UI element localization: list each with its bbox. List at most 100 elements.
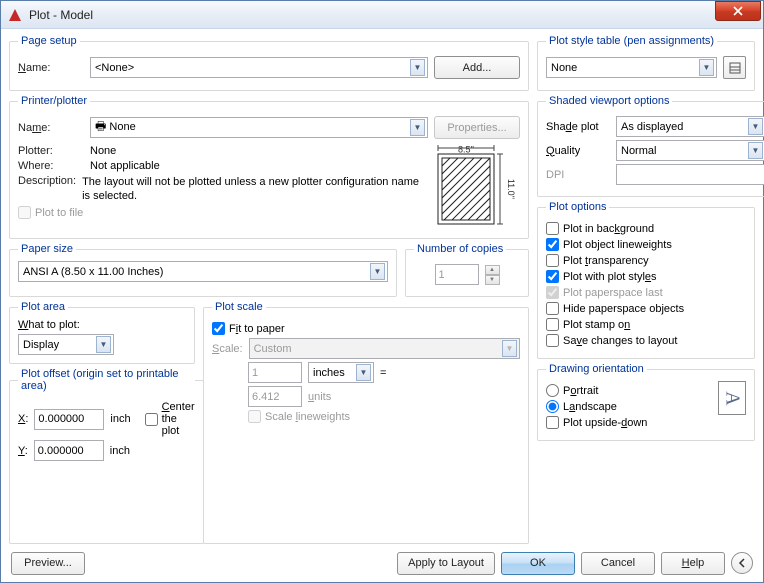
close-button[interactable] xyxy=(715,1,761,21)
printer-group: Printer/plotter Name: 🖶 None ▼ Propertie… xyxy=(9,95,529,239)
opt-hide-checkbox[interactable]: Hide paperspace objects xyxy=(546,302,684,315)
where-value: Not applicable xyxy=(90,160,160,172)
styletable-group: Plot style table (pen assignments) None … xyxy=(537,35,755,91)
printer-legend: Printer/plotter xyxy=(18,95,90,107)
plot-options-group: Plot options Plot in background Plot obj… xyxy=(537,201,755,359)
chevron-down-icon: ▼ xyxy=(370,263,385,280)
copies-group: Number of copies ▲ ▼ xyxy=(405,243,529,297)
scale-legend: Plot scale xyxy=(212,301,266,313)
scale-bottom-input[interactable] xyxy=(248,386,302,407)
paper-size-value: ANSI A (8.50 x 11.00 Inches) xyxy=(23,266,163,278)
offset-y-input[interactable] xyxy=(34,440,104,461)
svg-text:11.0'': 11.0'' xyxy=(506,179,516,200)
chevron-down-icon: ▼ xyxy=(410,59,425,76)
chevron-down-icon: ▼ xyxy=(96,336,111,353)
upside-down-checkbox[interactable]: Plot upside-down xyxy=(546,416,647,429)
titlebar[interactable]: Plot - Model xyxy=(1,1,763,29)
offset-x-unit: inch xyxy=(110,413,130,425)
chevron-down-icon: ▼ xyxy=(502,340,517,357)
chevron-down-icon: ▼ xyxy=(748,142,763,159)
chevron-down-icon: ▼ xyxy=(699,59,714,76)
plot-to-file-checkbox[interactable]: Plot to file xyxy=(18,206,83,219)
shade-plot-label: Shade plot xyxy=(546,121,610,133)
quality-combo[interactable]: Normal▼ xyxy=(616,140,764,161)
window-title: Plot - Model xyxy=(29,8,93,22)
copies-legend: Number of copies xyxy=(414,243,506,255)
styletable-combo[interactable]: None ▼ xyxy=(546,57,717,78)
what-to-plot-combo[interactable]: Display ▼ xyxy=(18,334,114,355)
paper-legend: Paper size xyxy=(18,243,76,255)
copies-input[interactable] xyxy=(435,264,479,285)
opt-save-checkbox[interactable]: Save changes to layout xyxy=(546,334,677,347)
offset-x-input[interactable] xyxy=(34,409,104,430)
scale-lineweights-checkbox[interactable]: Scale lineweights xyxy=(248,410,350,423)
plot-area-legend: Plot area xyxy=(18,301,68,313)
opt-stamp-checkbox[interactable]: Plot stamp on xyxy=(546,318,630,331)
printer-name-combo[interactable]: 🖶 None ▼ xyxy=(90,117,428,138)
scale-label: Scale: xyxy=(212,343,243,355)
apply-layout-button[interactable]: Apply to Layout xyxy=(397,552,495,575)
scale-value: Custom xyxy=(254,343,292,355)
chevron-down-icon: ▼ xyxy=(748,118,763,135)
opt-transparency-checkbox[interactable]: Plot transparency xyxy=(546,254,649,267)
chevron-down-icon: ▼ xyxy=(356,364,371,381)
plot-scale-group: Plot scale Fit to paper Scale: Custom ▼ … xyxy=(203,301,529,544)
scale-unit-combo[interactable]: inches ▼ xyxy=(308,362,374,383)
plotter-value: None xyxy=(90,145,116,157)
orientation-group: Drawing orientation Portrait Landscape P… xyxy=(537,363,755,441)
shade-plot-combo[interactable]: As displayed▼ xyxy=(616,116,764,137)
desc-label: Description: xyxy=(18,175,76,187)
printer-icon: 🖶 xyxy=(95,119,106,133)
opt-lineweights-checkbox[interactable]: Plot object lineweights xyxy=(546,238,672,251)
fit-to-paper-checkbox[interactable]: Fit to paper xyxy=(212,322,285,335)
desc-value: The layout will not be plotted unless a … xyxy=(82,175,420,203)
scale-combo[interactable]: Custom ▼ xyxy=(249,338,520,359)
opt-paperspace-checkbox[interactable]: Plot paperspace last xyxy=(546,286,663,299)
styletable-legend: Plot style table (pen assignments) xyxy=(546,35,717,47)
expand-button[interactable] xyxy=(731,552,753,574)
what-to-plot-label: What to plot: xyxy=(18,319,80,331)
spinner-down-icon[interactable]: ▼ xyxy=(485,275,500,285)
scale-top-input[interactable] xyxy=(248,362,302,383)
styletable-value: None xyxy=(551,62,577,74)
offset-y-label: Y: xyxy=(18,445,28,457)
options-legend: Plot options xyxy=(546,201,609,213)
offset-x-label: X: xyxy=(18,413,28,425)
offset-legend: Plot offset (origin set to printable are… xyxy=(18,368,195,392)
orientation-legend: Drawing orientation xyxy=(546,363,647,375)
chevron-down-icon: ▼ xyxy=(410,119,425,136)
equals-icon: = xyxy=(380,367,386,379)
svg-text:8.5'': 8.5'' xyxy=(458,144,474,154)
scale-bottom-unit: units xyxy=(308,391,331,403)
styletable-edit-button[interactable] xyxy=(723,56,746,79)
preview-button[interactable]: Preview... xyxy=(11,552,85,575)
page-setup-name-value: <None> xyxy=(95,62,134,74)
what-to-plot-value: Display xyxy=(23,339,59,351)
spinner-up-icon[interactable]: ▲ xyxy=(485,265,500,275)
cancel-button[interactable]: Cancel xyxy=(581,552,655,575)
copies-spinner[interactable]: ▲ ▼ xyxy=(485,265,500,285)
app-icon xyxy=(7,7,23,23)
center-plot-checkbox[interactable]: Center the plot xyxy=(145,401,195,437)
where-label: Where: xyxy=(18,160,84,172)
opt-plotstyles-checkbox[interactable]: Plot with plot styles xyxy=(546,270,657,283)
plot-area-group: Plot area What to plot: Display ▼ xyxy=(9,301,195,364)
paper-size-combo[interactable]: ANSI A (8.50 x 11.00 Inches) ▼ xyxy=(18,261,388,282)
shaded-legend: Shaded viewport options xyxy=(546,95,672,107)
landscape-radio[interactable]: Landscape xyxy=(546,400,617,413)
add-button[interactable]: Add... xyxy=(434,56,520,79)
help-button[interactable]: Help xyxy=(661,552,725,575)
printer-name-label: Name: xyxy=(18,122,84,134)
page-setup-name-combo[interactable]: <None> ▼ xyxy=(90,57,428,78)
orientation-preview-icon: A xyxy=(718,381,746,415)
properties-button[interactable]: Properties... xyxy=(434,116,520,139)
dpi-input[interactable] xyxy=(616,164,764,185)
ok-button[interactable]: OK xyxy=(501,552,575,575)
portrait-radio[interactable]: Portrait xyxy=(546,384,598,397)
dialog-footer: Preview... Apply to Layout OK Cancel Hel… xyxy=(1,548,763,582)
page-setup-name-label: Name: xyxy=(18,62,84,74)
opt-background-checkbox[interactable]: Plot in background xyxy=(546,222,654,235)
plot-dialog: Plot - Model Page setup Name: <None> ▼ A… xyxy=(0,0,764,583)
shaded-vp-group: Shaded viewport options Shade plot As di… xyxy=(537,95,764,197)
paper-preview: 8.5'' xyxy=(428,142,520,230)
